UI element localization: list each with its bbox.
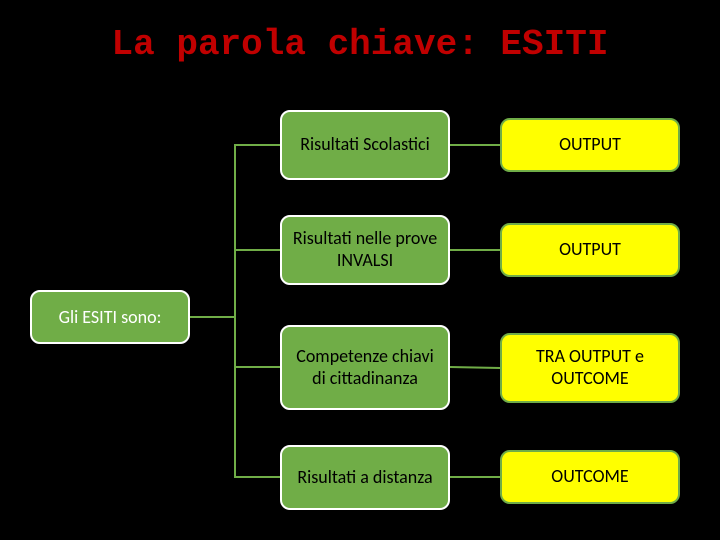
right-node: OUTPUT [500,118,680,172]
right-node: OUTPUT [500,223,680,277]
mid-node: Risultati Scolastici [280,110,450,180]
right-node: OUTCOME [500,450,680,504]
right-node-label: OUTCOME [551,466,628,488]
root-node-label: Gli ESITI sono: [59,306,162,328]
mid-node: Risultati nelle prove INVALSI [280,215,450,285]
right-node-label: TRA OUTPUT e OUTCOME [512,346,668,389]
right-node: TRA OUTPUT e OUTCOME [500,333,680,403]
mid-node: Competenze chiavi di cittadinanza [280,325,450,410]
right-node-label: OUTPUT [559,134,621,156]
mid-node: Risultati a distanza [280,445,450,510]
mid-node-label: Risultati a distanza [297,467,432,489]
right-node-label: OUTPUT [559,239,621,261]
root-node: Gli ESITI sono: [30,290,190,344]
slide-title: La parola chiave: ESITI [0,24,720,65]
mid-node-label: Risultati Scolastici [300,134,429,156]
mid-node-label: Risultati nelle prove INVALSI [292,228,438,271]
mid-node-label: Competenze chiavi di cittadinanza [292,346,438,389]
